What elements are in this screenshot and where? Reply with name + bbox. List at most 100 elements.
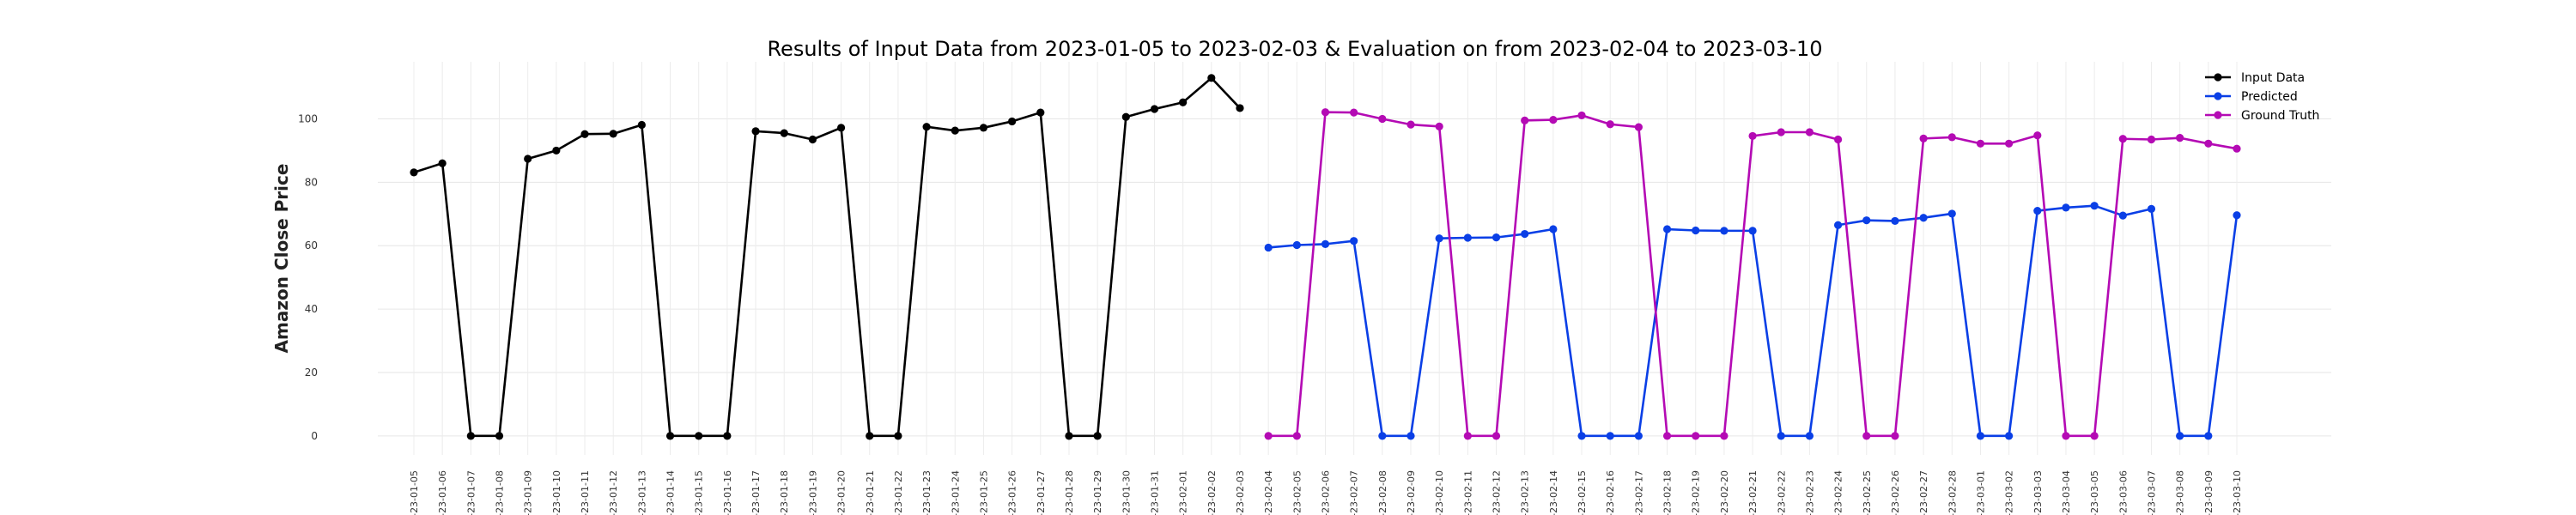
data-point [1065, 432, 1073, 440]
data-point [637, 120, 646, 130]
data-point [1634, 432, 1643, 440]
data-point [438, 159, 447, 167]
data-point [1150, 105, 1159, 113]
data-point [524, 154, 532, 163]
data-point [1121, 112, 1130, 121]
x-tick-label: -23-02-16 [1605, 470, 1616, 515]
y-tick-label: 80 [305, 176, 318, 188]
x-tick-label: -23-01-28 [1064, 470, 1075, 515]
x-tick-label: -23-03-02 [2004, 470, 2015, 515]
legend-swatch-marker [2214, 92, 2222, 100]
y-tick-label: 40 [305, 303, 318, 315]
x-tick-label: -23-02-25 [1862, 470, 1873, 515]
data-point [1891, 216, 1899, 226]
x-tick-label: -23-02-20 [1719, 470, 1730, 515]
x-tick-label: -23-02-10 [1434, 470, 1445, 515]
data-point [2090, 202, 2099, 210]
series-predicted [1264, 202, 2241, 440]
x-tick-label: -23-02-01 [1178, 470, 1189, 515]
data-point [1492, 432, 1501, 440]
data-point [979, 124, 988, 132]
data-point [1008, 117, 1017, 126]
x-tick-label: -23-03-03 [2032, 470, 2044, 515]
x-tick-label: -23-02-09 [1406, 470, 1417, 515]
data-point [1264, 432, 1273, 440]
data-point [2147, 204, 2156, 213]
legend: Input Data Predicted Ground Truth [2205, 71, 2319, 123]
data-point [922, 123, 931, 131]
x-axis-ticks: -23-01-05 -23-01-06 -23-01-07 -23-01-08 -23-… [409, 470, 2243, 515]
x-tick-label: -23-02-28 [1947, 470, 1958, 515]
data-point [2233, 211, 2241, 220]
data-point [2176, 432, 2184, 440]
x-tick-label: -23-02-13 [1520, 470, 1531, 515]
legend-label: Predicted [2241, 90, 2298, 104]
x-tick-label: -23-02-08 [1377, 470, 1388, 515]
data-point [695, 432, 703, 440]
y-tick-label: 0 [311, 430, 318, 442]
x-tick-label: -23-03-01 [1975, 470, 1986, 515]
x-tick-label: -23-02-03 [1235, 470, 1246, 515]
data-point [1036, 108, 1045, 117]
data-point [1321, 108, 1330, 117]
series-line [413, 76, 1241, 438]
x-tick-label: -23-01-18 [779, 470, 790, 515]
x-tick-label: -23-02-06 [1321, 470, 1332, 515]
x-tick-label: -23-01-27 [1036, 470, 1047, 515]
data-point [1492, 233, 1501, 242]
data-point [1947, 209, 1956, 218]
x-tick-label: -23-02-14 [1548, 470, 1559, 515]
x-tick-label: -23-02-12 [1492, 470, 1503, 515]
data-point [1350, 237, 1358, 245]
data-point [1292, 432, 1301, 440]
x-tick-label: -23-01-19 [807, 470, 818, 515]
data-point [665, 432, 675, 440]
x-tick-label: -23-01-22 [893, 470, 904, 515]
x-tick-label: -23-01-11 [580, 470, 591, 515]
data-point [1406, 432, 1415, 440]
y-axis-ticks: 0 20 40 60 80 100 [298, 112, 318, 441]
data-point [1264, 243, 1273, 252]
data-point [1976, 432, 1985, 440]
data-point [1179, 98, 1188, 106]
x-tick-label: -23-01-29 [1092, 470, 1103, 515]
data-point [1720, 227, 1728, 235]
legend-item: Predicted [2205, 90, 2298, 104]
x-tick-label: -23-03-09 [2203, 470, 2215, 515]
data-point [1833, 221, 1843, 229]
x-tick-label: -23-03-10 [2232, 470, 2243, 515]
series-ground-truth [1264, 108, 2241, 440]
data-point [2204, 139, 2213, 148]
x-tick-label: -23-02-02 [1206, 470, 1218, 515]
data-point [894, 432, 902, 440]
data-point [1549, 225, 1558, 233]
data-point [1862, 432, 1871, 440]
data-point [2147, 135, 2156, 144]
data-point [1549, 115, 1558, 124]
x-tick-label: -23-01-05 [409, 470, 420, 515]
x-tick-label: -23-01-14 [665, 470, 677, 515]
x-tick-label: -23-01-16 [722, 470, 733, 515]
x-tick-label: -23-01-13 [636, 470, 647, 515]
data-point [1720, 432, 1728, 440]
x-tick-label: -23-03-06 [2117, 470, 2129, 515]
x-tick-label: -23-02-27 [1918, 470, 1929, 515]
series-input-data [410, 74, 1244, 440]
x-tick-label: -23-01-31 [1149, 470, 1160, 515]
legend-item: Input Data [2205, 71, 2305, 85]
data-point [552, 146, 561, 155]
data-point [1435, 234, 1443, 243]
x-tick-label: -23-02-11 [1462, 470, 1473, 515]
x-tick-label: -23-02-21 [1747, 470, 1759, 515]
data-point [2062, 432, 2070, 440]
x-tick-label: -23-02-23 [1804, 470, 1815, 515]
data-point [2033, 206, 2042, 215]
x-tick-label: -23-03-04 [2061, 470, 2072, 515]
data-point [466, 432, 475, 440]
data-point [1692, 432, 1700, 440]
data-point [1093, 432, 1102, 440]
data-point [1947, 133, 1956, 142]
x-tick-label: -23-02-17 [1633, 470, 1644, 515]
data-point [1748, 227, 1757, 235]
